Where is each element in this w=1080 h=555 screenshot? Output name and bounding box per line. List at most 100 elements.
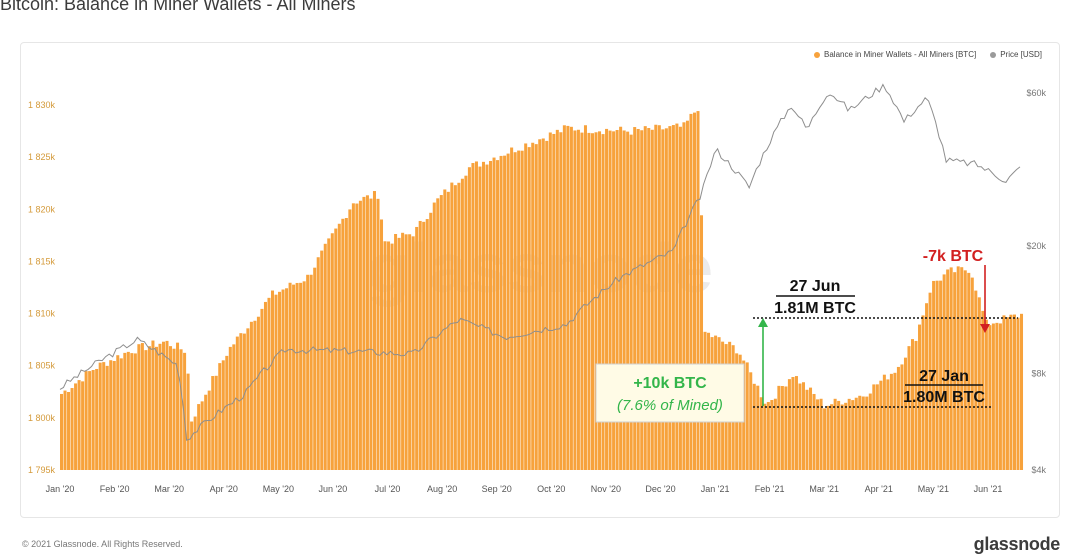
balance-bar bbox=[847, 398, 851, 470]
balance-bar bbox=[270, 290, 275, 470]
x-tick: Mar '21 bbox=[809, 484, 839, 494]
balance-bar bbox=[626, 131, 630, 470]
balance-bar bbox=[995, 322, 999, 470]
balance-bar bbox=[801, 382, 805, 470]
balance-bar bbox=[520, 150, 524, 470]
balance-bar bbox=[794, 376, 798, 470]
balance-bar bbox=[285, 288, 289, 470]
balance-bar bbox=[88, 371, 92, 470]
balance-bar bbox=[390, 243, 394, 470]
balance-bar bbox=[675, 123, 679, 470]
balance-bar bbox=[320, 250, 324, 470]
balance-bar bbox=[183, 352, 187, 470]
balance-bar bbox=[197, 404, 201, 470]
balance-bar bbox=[323, 243, 327, 470]
balance-bar bbox=[517, 150, 521, 470]
balance-bar bbox=[147, 346, 151, 470]
jan-label: 27 Jan bbox=[919, 368, 969, 385]
balance-bar bbox=[682, 122, 686, 471]
balance-bar bbox=[780, 386, 784, 470]
balance-bar bbox=[165, 340, 169, 470]
balance-bar bbox=[292, 284, 296, 470]
balance-bar bbox=[81, 381, 85, 470]
balance-bar bbox=[587, 132, 591, 470]
y-left-tick: 1 825k bbox=[28, 152, 56, 162]
balance-bar bbox=[288, 282, 292, 470]
x-tick: Feb '20 bbox=[100, 484, 130, 494]
balance-bar bbox=[161, 341, 165, 470]
balance-bar bbox=[1012, 314, 1016, 470]
y-left-tick: 1 830k bbox=[28, 100, 56, 110]
balance-bar bbox=[685, 120, 689, 471]
balance-bar bbox=[569, 126, 573, 470]
balance-bar bbox=[63, 390, 67, 470]
x-tick: Oct '20 bbox=[537, 484, 565, 494]
legend-item-price[interactable]: Price [USD] bbox=[990, 50, 1042, 59]
balance-bar bbox=[207, 390, 211, 470]
balance-bar bbox=[408, 234, 412, 470]
balance-bar bbox=[372, 191, 376, 470]
balance-bar bbox=[552, 133, 556, 470]
balance-bar bbox=[513, 152, 517, 470]
balance-bar bbox=[692, 112, 696, 470]
balance-bar bbox=[650, 129, 654, 471]
balance-bar bbox=[879, 380, 883, 470]
balance-bar bbox=[647, 128, 651, 470]
balance-bar bbox=[840, 404, 844, 470]
balance-bar bbox=[545, 140, 549, 470]
balance-bar bbox=[837, 400, 841, 470]
legend-item-balance[interactable]: Balance in Miner Wallets - All Miners [B… bbox=[814, 50, 976, 59]
balance-bar bbox=[787, 379, 791, 470]
balance-bar bbox=[84, 371, 88, 470]
balance-bar bbox=[179, 349, 183, 470]
balance-bar bbox=[633, 127, 637, 471]
gain-label: +10k BTC bbox=[633, 375, 707, 392]
balance-bar bbox=[865, 396, 869, 470]
balance-bar bbox=[1020, 313, 1024, 470]
balance-bar bbox=[249, 321, 253, 470]
balance-bar bbox=[629, 134, 633, 470]
jun-value: 1.81M BTC bbox=[774, 300, 856, 317]
legend-dot-balance bbox=[814, 51, 820, 58]
x-tick: Jul '20 bbox=[375, 484, 401, 494]
balance-bar bbox=[896, 366, 900, 470]
balance-bar bbox=[506, 153, 510, 470]
balance-bar bbox=[903, 357, 907, 470]
balance-bar bbox=[988, 325, 992, 470]
balance-bar bbox=[358, 200, 362, 470]
balance-bar bbox=[636, 128, 640, 471]
balance-bar bbox=[239, 333, 243, 470]
balance-bar bbox=[481, 161, 485, 470]
balance-bar bbox=[327, 238, 331, 470]
balance-bar bbox=[974, 290, 978, 470]
balance-bar bbox=[415, 226, 419, 470]
balance-bar bbox=[643, 126, 647, 470]
balance-bar bbox=[242, 333, 246, 470]
balance-bar bbox=[299, 282, 303, 470]
balance-bar bbox=[503, 155, 507, 470]
balance-bar bbox=[355, 203, 359, 471]
y-left-tick: 1 815k bbox=[28, 256, 56, 266]
balance-bar bbox=[60, 393, 64, 470]
balance-bar bbox=[341, 218, 345, 470]
balance-bar bbox=[942, 274, 946, 470]
x-tick: Apr '20 bbox=[210, 484, 238, 494]
balance-bar bbox=[344, 218, 348, 470]
drop-arrow-head bbox=[980, 324, 990, 333]
balance-bar bbox=[527, 147, 531, 470]
balance-bar bbox=[970, 277, 974, 470]
balance-bar bbox=[453, 185, 457, 471]
balance-bar bbox=[854, 397, 858, 470]
balance-bar bbox=[524, 143, 528, 470]
balance-bar bbox=[126, 351, 130, 470]
balance-bar bbox=[256, 316, 260, 470]
x-tick: Jun '21 bbox=[974, 484, 1003, 494]
balance-bar bbox=[401, 232, 405, 470]
x-tick: Mar '20 bbox=[154, 484, 184, 494]
balance-bar bbox=[221, 360, 225, 470]
balance-bar bbox=[548, 132, 552, 471]
balance-bar bbox=[583, 125, 587, 471]
y-left-tick: 1 795k bbox=[28, 465, 56, 475]
balance-bar bbox=[123, 352, 127, 470]
balance-bar bbox=[218, 363, 222, 470]
